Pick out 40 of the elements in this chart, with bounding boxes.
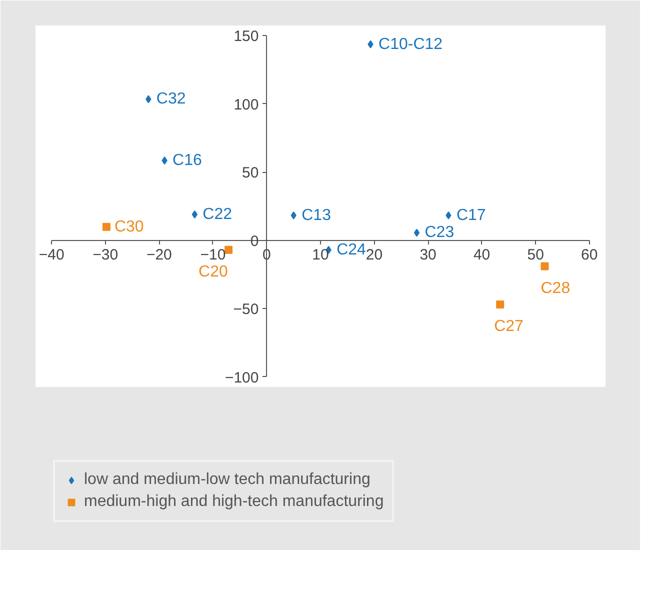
legend-label: low and medium-low tech manufacturing xyxy=(84,471,370,489)
y-tick-label: −100 xyxy=(224,369,259,386)
data-label: C27 xyxy=(494,318,524,335)
y-tick-label: −50 xyxy=(233,301,259,318)
data-label: C32 xyxy=(156,90,186,108)
data-label: C17 xyxy=(456,206,486,224)
x-tick-label: 60 xyxy=(581,246,598,264)
y-tick-label: 150 xyxy=(234,28,259,46)
point xyxy=(224,246,233,254)
data-label: C13 xyxy=(302,206,332,224)
data-label: C24 xyxy=(336,241,366,258)
x-tick-label: −20 xyxy=(146,246,172,264)
y-tick-label: 50 xyxy=(242,164,259,182)
x-tick-label: −40 xyxy=(38,246,64,264)
data-label: C16 xyxy=(172,152,202,170)
point xyxy=(192,210,198,218)
point xyxy=(290,211,296,220)
point xyxy=(496,300,504,308)
point xyxy=(540,262,549,270)
data-label: C30 xyxy=(114,218,144,236)
point xyxy=(368,40,374,48)
data-label: C28 xyxy=(540,280,570,297)
x-tick-label: 50 xyxy=(527,246,544,264)
data-label: C10-C12 xyxy=(378,36,443,53)
point xyxy=(162,156,168,165)
point xyxy=(446,211,452,220)
legend-label: medium-high and high-tech manufacturing xyxy=(84,493,384,511)
x-tick-label: 40 xyxy=(473,246,490,264)
point xyxy=(102,222,110,231)
x-tick-label: 30 xyxy=(420,246,436,264)
x-tick-label: −30 xyxy=(92,246,118,264)
data-label: C23 xyxy=(424,224,454,242)
y-tick-label: 100 xyxy=(234,96,259,114)
data-label: C20 xyxy=(198,263,228,280)
point xyxy=(146,95,152,104)
x-tick-label: 10 xyxy=(312,246,329,264)
data-label: C22 xyxy=(202,206,232,223)
x-tick-label: −10 xyxy=(200,246,226,264)
point xyxy=(414,228,420,237)
x-tick-label: 20 xyxy=(366,246,383,264)
